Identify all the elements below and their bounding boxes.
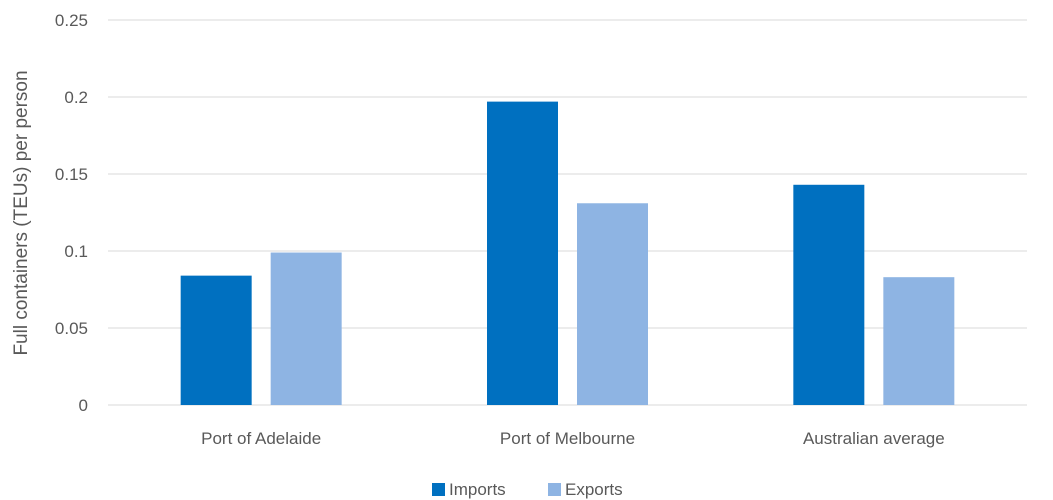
y-tick-label: 0.1 (64, 242, 88, 261)
bar-exports-1 (270, 252, 342, 405)
bar-exports-2 (577, 203, 648, 405)
bar-imports-3 (793, 184, 865, 405)
legend: Imports Exports (432, 480, 623, 499)
x-category-label: Port of Adelaide (201, 429, 321, 448)
legend-label-imports: Imports (449, 480, 506, 499)
y-tick-label: 0 (79, 396, 88, 415)
category-labels: Port of Adelaide Port of Melbourne Austral… (201, 429, 945, 448)
bar-imports-1 (180, 275, 252, 405)
y-tick-label: 0.15 (55, 165, 88, 184)
bar-imports-2 (487, 101, 558, 406)
legend-swatch-imports (432, 483, 445, 496)
x-category-label: Australian average (803, 429, 945, 448)
legend-swatch-exports (548, 483, 561, 496)
legend-label-exports: Exports (565, 480, 623, 499)
y-tick-label: 0.2 (64, 88, 88, 107)
gridlines (108, 19, 1027, 406)
y-axis-title: Full containers (TEUs) per person (11, 70, 32, 355)
bars (180, 101, 955, 406)
y-tick-label: 0.25 (55, 11, 88, 30)
y-axis-ticks: 0 0.05 0.1 0.15 0.2 0.25 (55, 11, 88, 415)
bar-exports-3 (883, 277, 955, 405)
y-tick-label: 0.05 (55, 319, 88, 338)
x-category-label: Port of Melbourne (500, 429, 635, 448)
